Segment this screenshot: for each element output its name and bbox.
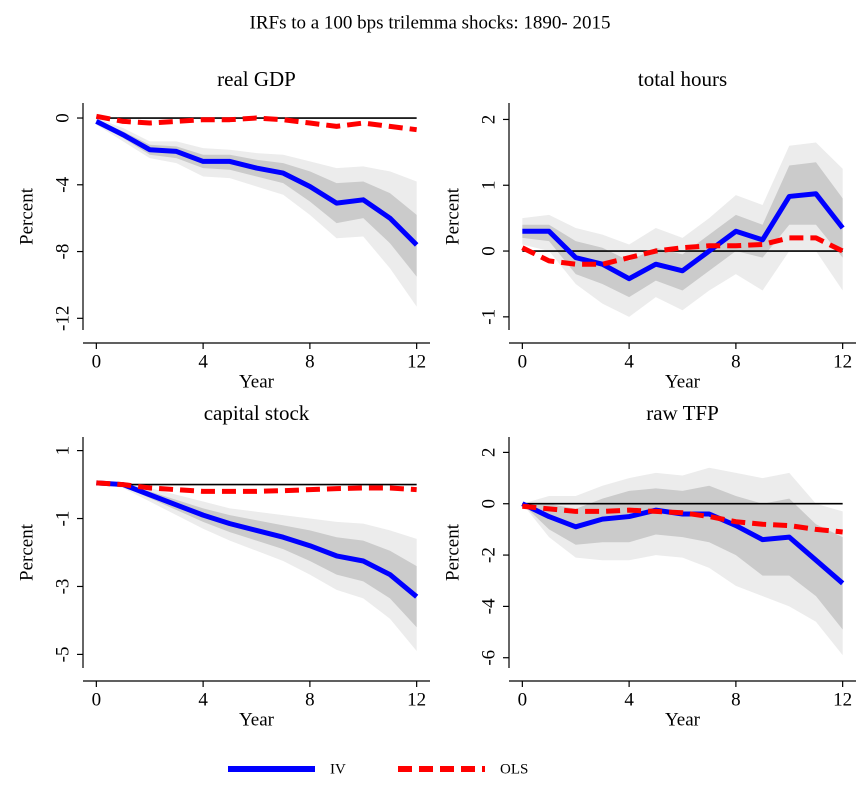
x-tick-label: 4 bbox=[198, 351, 208, 372]
y-tick-label: 0 bbox=[478, 246, 499, 256]
y-tick-label: -4 bbox=[478, 598, 499, 614]
y-tick-label: -12 bbox=[52, 306, 73, 331]
y-axis-label: Percent bbox=[16, 523, 37, 581]
y-tick-label: -5 bbox=[52, 646, 73, 662]
x-tick-label: 8 bbox=[731, 351, 741, 372]
panel-title: real GDP bbox=[217, 67, 296, 91]
x-tick-label: 8 bbox=[305, 351, 315, 372]
y-axis-label: Percent bbox=[442, 187, 463, 245]
y-tick-label: -3 bbox=[52, 579, 73, 595]
x-tick-label: 0 bbox=[92, 351, 102, 372]
y-tick-label: -6 bbox=[478, 650, 499, 666]
x-tick-label: 0 bbox=[92, 689, 102, 710]
panel-title: capital stock bbox=[204, 401, 310, 425]
x-tick-label: 4 bbox=[624, 351, 634, 372]
panel-title: total hours bbox=[638, 67, 727, 91]
y-tick-label: 0 bbox=[478, 499, 499, 509]
y-tick-label: 1 bbox=[478, 180, 499, 190]
x-axis-label: Year bbox=[239, 371, 275, 392]
legend-label: OLS bbox=[500, 761, 528, 777]
x-tick-label: 8 bbox=[731, 689, 741, 710]
x-tick-label: 12 bbox=[833, 689, 852, 710]
confidence-band bbox=[96, 482, 417, 628]
x-tick-label: 12 bbox=[407, 351, 426, 372]
series-line bbox=[522, 191, 845, 282]
confidence-band bbox=[96, 482, 417, 652]
series-line bbox=[96, 480, 419, 599]
y-tick-label: -1 bbox=[52, 511, 73, 527]
series-line bbox=[522, 503, 843, 535]
x-tick-label: 4 bbox=[198, 689, 208, 710]
figure-title: IRFs to a 100 bps trilemma shocks: 1890-… bbox=[250, 12, 611, 33]
x-tick-label: 12 bbox=[833, 351, 852, 372]
y-tick-label: 2 bbox=[478, 115, 499, 125]
y-tick-label: 2 bbox=[478, 448, 499, 458]
x-tick-label: 8 bbox=[305, 689, 315, 710]
y-tick-label: 1 bbox=[52, 446, 73, 456]
x-axis-label: Year bbox=[665, 371, 701, 392]
y-axis-label: Percent bbox=[16, 187, 37, 245]
legend-label: IV bbox=[330, 761, 346, 777]
x-tick-label: 4 bbox=[624, 689, 634, 710]
series-line bbox=[95, 113, 417, 133]
y-tick-label: -1 bbox=[478, 309, 499, 325]
y-tick-label: -8 bbox=[52, 244, 73, 260]
panel-title: raw TFP bbox=[646, 401, 719, 425]
x-tick-label: 12 bbox=[407, 689, 426, 710]
x-tick-label: 0 bbox=[518, 351, 528, 372]
x-tick-label: 0 bbox=[518, 689, 528, 710]
y-tick-label: 0 bbox=[52, 113, 73, 123]
series-line bbox=[96, 480, 417, 494]
y-tick-label: -2 bbox=[478, 547, 499, 563]
confidence-band bbox=[96, 119, 417, 277]
series-line bbox=[95, 119, 419, 247]
x-axis-label: Year bbox=[665, 709, 701, 730]
y-tick-label: -4 bbox=[52, 176, 73, 192]
x-axis-label: Year bbox=[239, 709, 275, 730]
y-axis-label: Percent bbox=[442, 523, 463, 581]
